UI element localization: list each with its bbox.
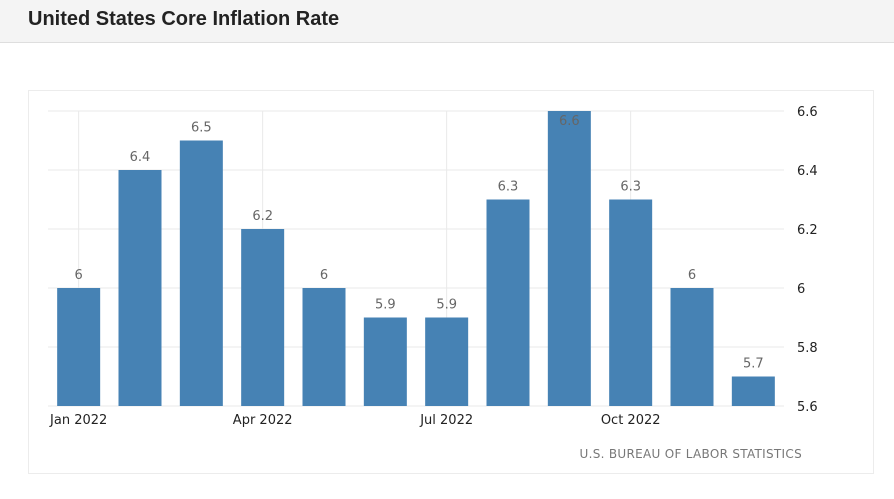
bar <box>609 199 653 406</box>
data-label: 6 <box>320 268 328 283</box>
x-tick-label: Oct 2022 <box>601 413 661 428</box>
y-tick-label: 5.6 <box>797 400 818 415</box>
chart-header: United States Core Inflation Rate <box>0 0 894 43</box>
bar <box>302 288 346 406</box>
data-label: 5.7 <box>743 357 764 372</box>
y-tick-label: 6.6 <box>797 105 818 120</box>
x-axis: Jan 2022 Apr 2022 Jul 2022 Oct 2022 <box>49 413 660 428</box>
data-label: 6.2 <box>252 209 273 224</box>
data-label: 6.4 <box>130 150 151 165</box>
data-label: 6 <box>688 268 696 283</box>
y-tick-label: 6 <box>797 282 805 297</box>
data-label: 6.3 <box>620 180 641 195</box>
data-labels: 6 6.4 6.5 6.2 6 5.9 5.9 6.3 6.6 6.3 6 5.7 <box>75 114 764 372</box>
bar <box>547 111 591 406</box>
bar <box>425 317 469 406</box>
bar <box>670 288 714 406</box>
x-tick-label: Apr 2022 <box>233 413 293 428</box>
y-axis: 5.6 5.8 6 6.2 6.4 6.6 <box>797 105 818 415</box>
data-label: 6.6 <box>559 114 580 129</box>
grid-lines <box>48 110 784 407</box>
chart-panel <box>28 90 874 474</box>
x-tick-label: Jul 2022 <box>419 413 473 428</box>
bars <box>57 111 775 406</box>
data-label: 5.9 <box>436 298 457 313</box>
bar <box>57 288 101 406</box>
y-tick-label: 6.2 <box>797 223 818 238</box>
source-label: U.S. BUREAU OF LABOR STATISTICS <box>580 447 802 461</box>
bar <box>486 199 530 406</box>
bar <box>179 140 223 406</box>
data-label: 6.3 <box>498 180 519 195</box>
bar <box>363 317 407 406</box>
y-tick-label: 6.4 <box>797 164 818 179</box>
data-label: 5.9 <box>375 298 396 313</box>
bar <box>118 170 162 406</box>
x-tick-label: Jan 2022 <box>49 413 107 428</box>
data-label: 6 <box>75 268 83 283</box>
page-title: United States Core Inflation Rate <box>28 8 340 30</box>
y-tick-label: 5.8 <box>797 341 818 356</box>
bar <box>731 376 775 406</box>
bar <box>241 229 285 406</box>
data-label: 6.5 <box>191 121 212 136</box>
